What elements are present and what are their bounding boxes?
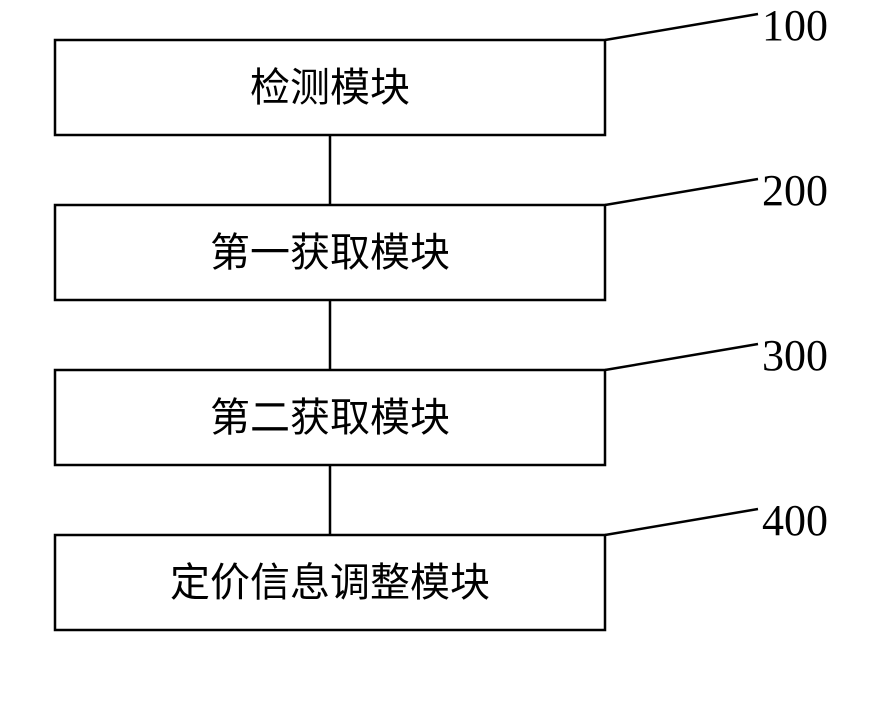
ref-number-n200: 200: [762, 166, 828, 215]
ref-number-n400: 400: [762, 496, 828, 545]
flow-box-label-n200: 第一获取模块: [210, 230, 450, 275]
ref-number-n300: 300: [762, 331, 828, 380]
leader-line-n400: [605, 509, 758, 535]
leader-line-n300: [605, 344, 758, 370]
leader-line-n200: [605, 179, 758, 205]
flowchart-canvas: 检测模块 100 第一获取模块 200 第二获取模块 300 定价信息调整模块 400: [0, 0, 877, 727]
leader-line-n100: [605, 14, 758, 40]
ref-number-n100: 100: [762, 1, 828, 50]
flow-box-label-n400: 定价信息调整模块: [170, 560, 490, 605]
flow-box-label-n300: 第二获取模块: [210, 395, 450, 440]
flow-box-label-n100: 检测模块: [250, 65, 410, 110]
